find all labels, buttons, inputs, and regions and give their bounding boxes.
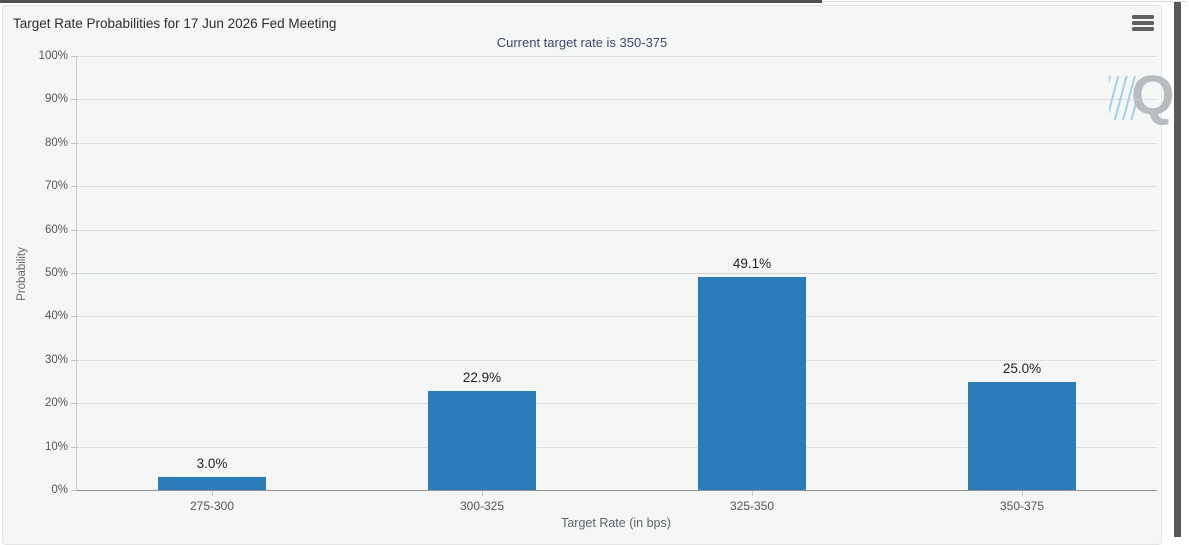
quikstrike-watermark: Q: [1109, 63, 1189, 130]
watermark-hatch-lines: [1109, 76, 1139, 120]
chart-title: Target Rate Probabilities for 17 Jun 202…: [13, 16, 337, 31]
gridline-70: [77, 186, 1157, 188]
y-axis-tick-10: [71, 446, 76, 448]
y-tick-label-0: 0%: [51, 484, 68, 496]
bar-value-label-325-350: 49.1%: [732, 255, 772, 271]
bar-value-label-275-300: 3.0%: [196, 455, 228, 471]
x-axis-title: Target Rate (in bps): [561, 516, 671, 530]
x-tick-label-350-375: 350-375: [999, 499, 1045, 513]
gridline-40: [77, 316, 1157, 318]
x-tick-label-275-300: 275-300: [189, 499, 235, 513]
gridline-10: [77, 446, 1157, 448]
watermark-q-logo: Q: [1131, 63, 1175, 126]
chart-subtitle: Current target rate is 350-375: [496, 35, 668, 50]
bar-300-325[interactable]: [428, 390, 536, 490]
y-tick-label-80: 80%: [44, 136, 68, 149]
y-tick-label-60: 60%: [44, 223, 68, 236]
y-axis-tick-70: [71, 186, 76, 188]
y-axis-tick-0: [71, 490, 76, 491]
bar-275-300[interactable]: [158, 476, 266, 490]
y-tick-label-20: 20%: [44, 397, 68, 410]
hamburger-menu-icon[interactable]: [1132, 15, 1154, 33]
gridline-50: [77, 273, 1157, 274]
gridline-100: [77, 56, 1157, 57]
horizontal-scrollbar-thumb[interactable]: [0, 0, 822, 3]
plot-area: Q 0% 10% 20% 30% 40% 50% 60% 70% 80% 90% 100% 275-3…: [39, 50, 1175, 513]
x-axis-tick-300-325: [482, 491, 483, 496]
y-tick-label-90: 90%: [44, 93, 68, 106]
bar-value-label-300-325: 22.9%: [462, 369, 502, 385]
gridline-80: [77, 142, 1157, 144]
gridline-90: [77, 99, 1157, 101]
gridline-60: [77, 229, 1157, 231]
y-axis-tick-20: [71, 403, 76, 405]
y-tick-label-70: 70%: [44, 180, 68, 193]
x-tick-label-325-350: 325-350: [729, 499, 775, 513]
gridline-30: [77, 359, 1157, 361]
y-axis-tick-60: [71, 229, 76, 231]
y-tick-label-30: 30%: [44, 353, 68, 366]
y-axis-tick-80: [71, 142, 76, 144]
y-tick-label-10: 10%: [44, 440, 68, 453]
bar-350-375[interactable]: [968, 381, 1076, 490]
hamburger-bar: [1132, 21, 1154, 25]
y-axis-tick-50: [71, 273, 76, 274]
gridline-20: [77, 403, 1157, 405]
y-axis-tick-40: [71, 316, 76, 318]
vertical-scrollbar-thumb[interactable]: [1174, 2, 1181, 537]
hamburger-bar: [1132, 15, 1154, 19]
chart-card: Target Rate Probabilities for 17 Jun 202…: [2, 5, 1175, 545]
bar-value-label-350-375: 25.0%: [1002, 360, 1042, 376]
bar-325-350[interactable]: [698, 276, 806, 490]
x-tick-label-300-325: 300-325: [459, 499, 505, 513]
y-axis-tick-30: [71, 359, 76, 361]
y-tick-label-40: 40%: [44, 310, 68, 323]
y-axis-tick-100: [71, 56, 76, 57]
x-axis-tick-325-350: [752, 491, 753, 496]
y-axis-tick-90: [71, 99, 76, 101]
x-axis-tick-350-375: [1022, 491, 1023, 496]
x-axis-tick-275-300: [212, 491, 213, 496]
y-tick-label-100: 100%: [38, 50, 68, 62]
y-tick-label-50: 50%: [44, 267, 68, 279]
hamburger-bar: [1132, 27, 1154, 31]
